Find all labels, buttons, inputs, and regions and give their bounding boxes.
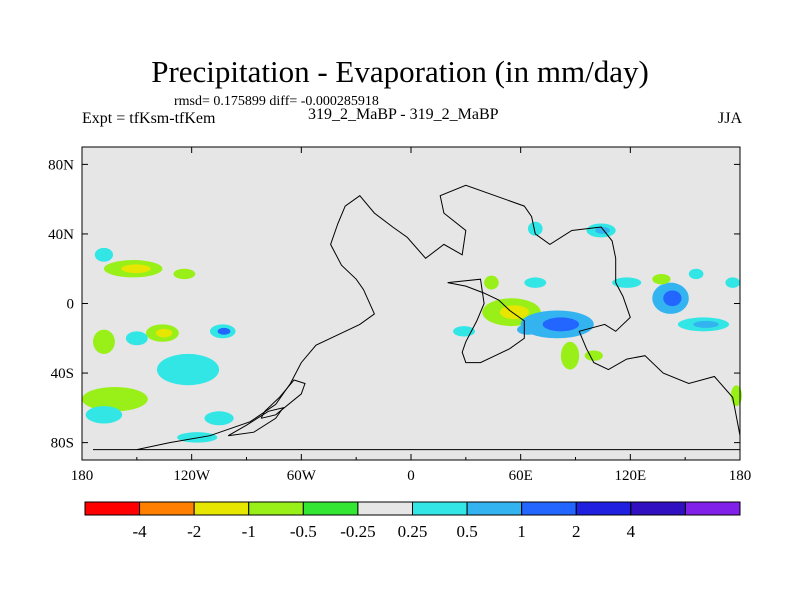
field-blob-1 bbox=[173, 268, 196, 280]
field-core-0 bbox=[121, 264, 151, 274]
field-blob-7 bbox=[125, 331, 148, 346]
colorbar-label-4: -0.25 bbox=[340, 522, 375, 541]
x-axis: 180 120W 60W 0 60E 120E 180 bbox=[71, 147, 752, 484]
field-blob-8 bbox=[82, 386, 148, 412]
colorbar-label-8: 2 bbox=[572, 522, 581, 541]
field-core-15 bbox=[595, 226, 610, 234]
field-blob-9 bbox=[85, 406, 123, 424]
colorbar-label-3: -0.5 bbox=[290, 522, 317, 541]
x-tick-label-2: 60W bbox=[287, 468, 317, 484]
colorbar-swatch-3 bbox=[248, 501, 304, 516]
y-tick-label-4: 80S bbox=[51, 436, 74, 452]
colorbar-label-1: -2 bbox=[187, 522, 201, 541]
plot-area bbox=[82, 147, 740, 460]
field-blob-22 bbox=[612, 277, 642, 288]
y-tick-label-3: 40S bbox=[51, 366, 74, 382]
field-blob-21 bbox=[524, 277, 547, 288]
colorbar-label-9: 4 bbox=[627, 522, 636, 541]
colorbar-swatch-11 bbox=[684, 501, 741, 516]
chart-subtitle: 319_2_MaBP - 319_2_MaBP bbox=[308, 106, 499, 123]
colorbar-swatch-4 bbox=[302, 501, 359, 516]
field-blob-2 bbox=[94, 247, 114, 262]
colorbar-label-2: -1 bbox=[242, 522, 256, 541]
colorbar-label-5: 0.25 bbox=[398, 522, 428, 541]
field-core-17 bbox=[663, 290, 682, 307]
x-tick-label-0: 180 bbox=[71, 468, 94, 484]
y-axis: 80N 40N 0 40S 80S bbox=[48, 157, 740, 452]
field-blob-16 bbox=[527, 221, 543, 236]
coastline-segment-3 bbox=[227, 407, 285, 437]
coastline bbox=[93, 184, 741, 451]
field-blob-18 bbox=[652, 273, 671, 285]
x-tick-label-6: 180 bbox=[729, 468, 752, 484]
y-tick-label-2: 0 bbox=[67, 297, 75, 313]
x-tick-label-5: 120E bbox=[614, 468, 646, 484]
y-tick-label-1: 40N bbox=[48, 227, 74, 243]
colorbar-swatch-7 bbox=[466, 501, 523, 516]
field-blob-11 bbox=[204, 411, 234, 426]
coastline-segment-2 bbox=[260, 379, 306, 419]
field-core-12 bbox=[499, 305, 530, 320]
colorbar-swatch-9 bbox=[575, 501, 632, 516]
field-blob-14 bbox=[517, 324, 539, 335]
coastline-segment-0 bbox=[93, 184, 741, 451]
field-blob-27 bbox=[484, 275, 499, 290]
field-core-13 bbox=[542, 317, 580, 332]
season-label: JJA bbox=[717, 110, 742, 127]
field-blob-3 bbox=[92, 329, 115, 354]
colorbar-swatch-6 bbox=[412, 501, 468, 516]
plot-background bbox=[82, 147, 740, 460]
colorbar-swatch-10 bbox=[630, 501, 686, 516]
chart-title: Precipitation - Evaporation (in mm/day) bbox=[151, 54, 649, 89]
stats-line: rmsd= 0.175899 diff= -0.000285918 bbox=[174, 94, 379, 109]
experiment-label: Expt = tfKsm-tfKem bbox=[82, 110, 216, 127]
field-blob-6 bbox=[156, 353, 220, 386]
x-tick-label-3: 0 bbox=[407, 468, 415, 484]
colorbar-swatch-2 bbox=[193, 501, 250, 516]
colorbar-label-7: 1 bbox=[517, 522, 526, 541]
colorbar-swatch-5 bbox=[357, 501, 413, 516]
field-blob-23 bbox=[688, 268, 704, 280]
colorbar-swatch-1 bbox=[139, 501, 195, 516]
colorbar-label-6: 0.5 bbox=[456, 522, 477, 541]
colorbar-swatch-0 bbox=[84, 501, 141, 516]
y-tick-label-0: 80N bbox=[48, 157, 74, 173]
x-tick-label-4: 60E bbox=[509, 468, 533, 484]
field-core-4 bbox=[155, 328, 173, 338]
colorbar-label-0: -4 bbox=[132, 522, 147, 541]
field-core-5 bbox=[217, 327, 231, 335]
coastline-segment-1 bbox=[447, 278, 525, 364]
field-blob-20 bbox=[560, 341, 580, 370]
field-blob-24 bbox=[725, 277, 740, 288]
field-core-19 bbox=[693, 320, 719, 328]
x-tick-label-1: 120W bbox=[173, 468, 211, 484]
colorbar-swatch-8 bbox=[521, 501, 577, 516]
colorbar: -4 -2 -1 -0.5 -0.25 0.25 0.5 1 2 4 bbox=[84, 501, 741, 541]
field-blob-28 bbox=[584, 350, 603, 361]
